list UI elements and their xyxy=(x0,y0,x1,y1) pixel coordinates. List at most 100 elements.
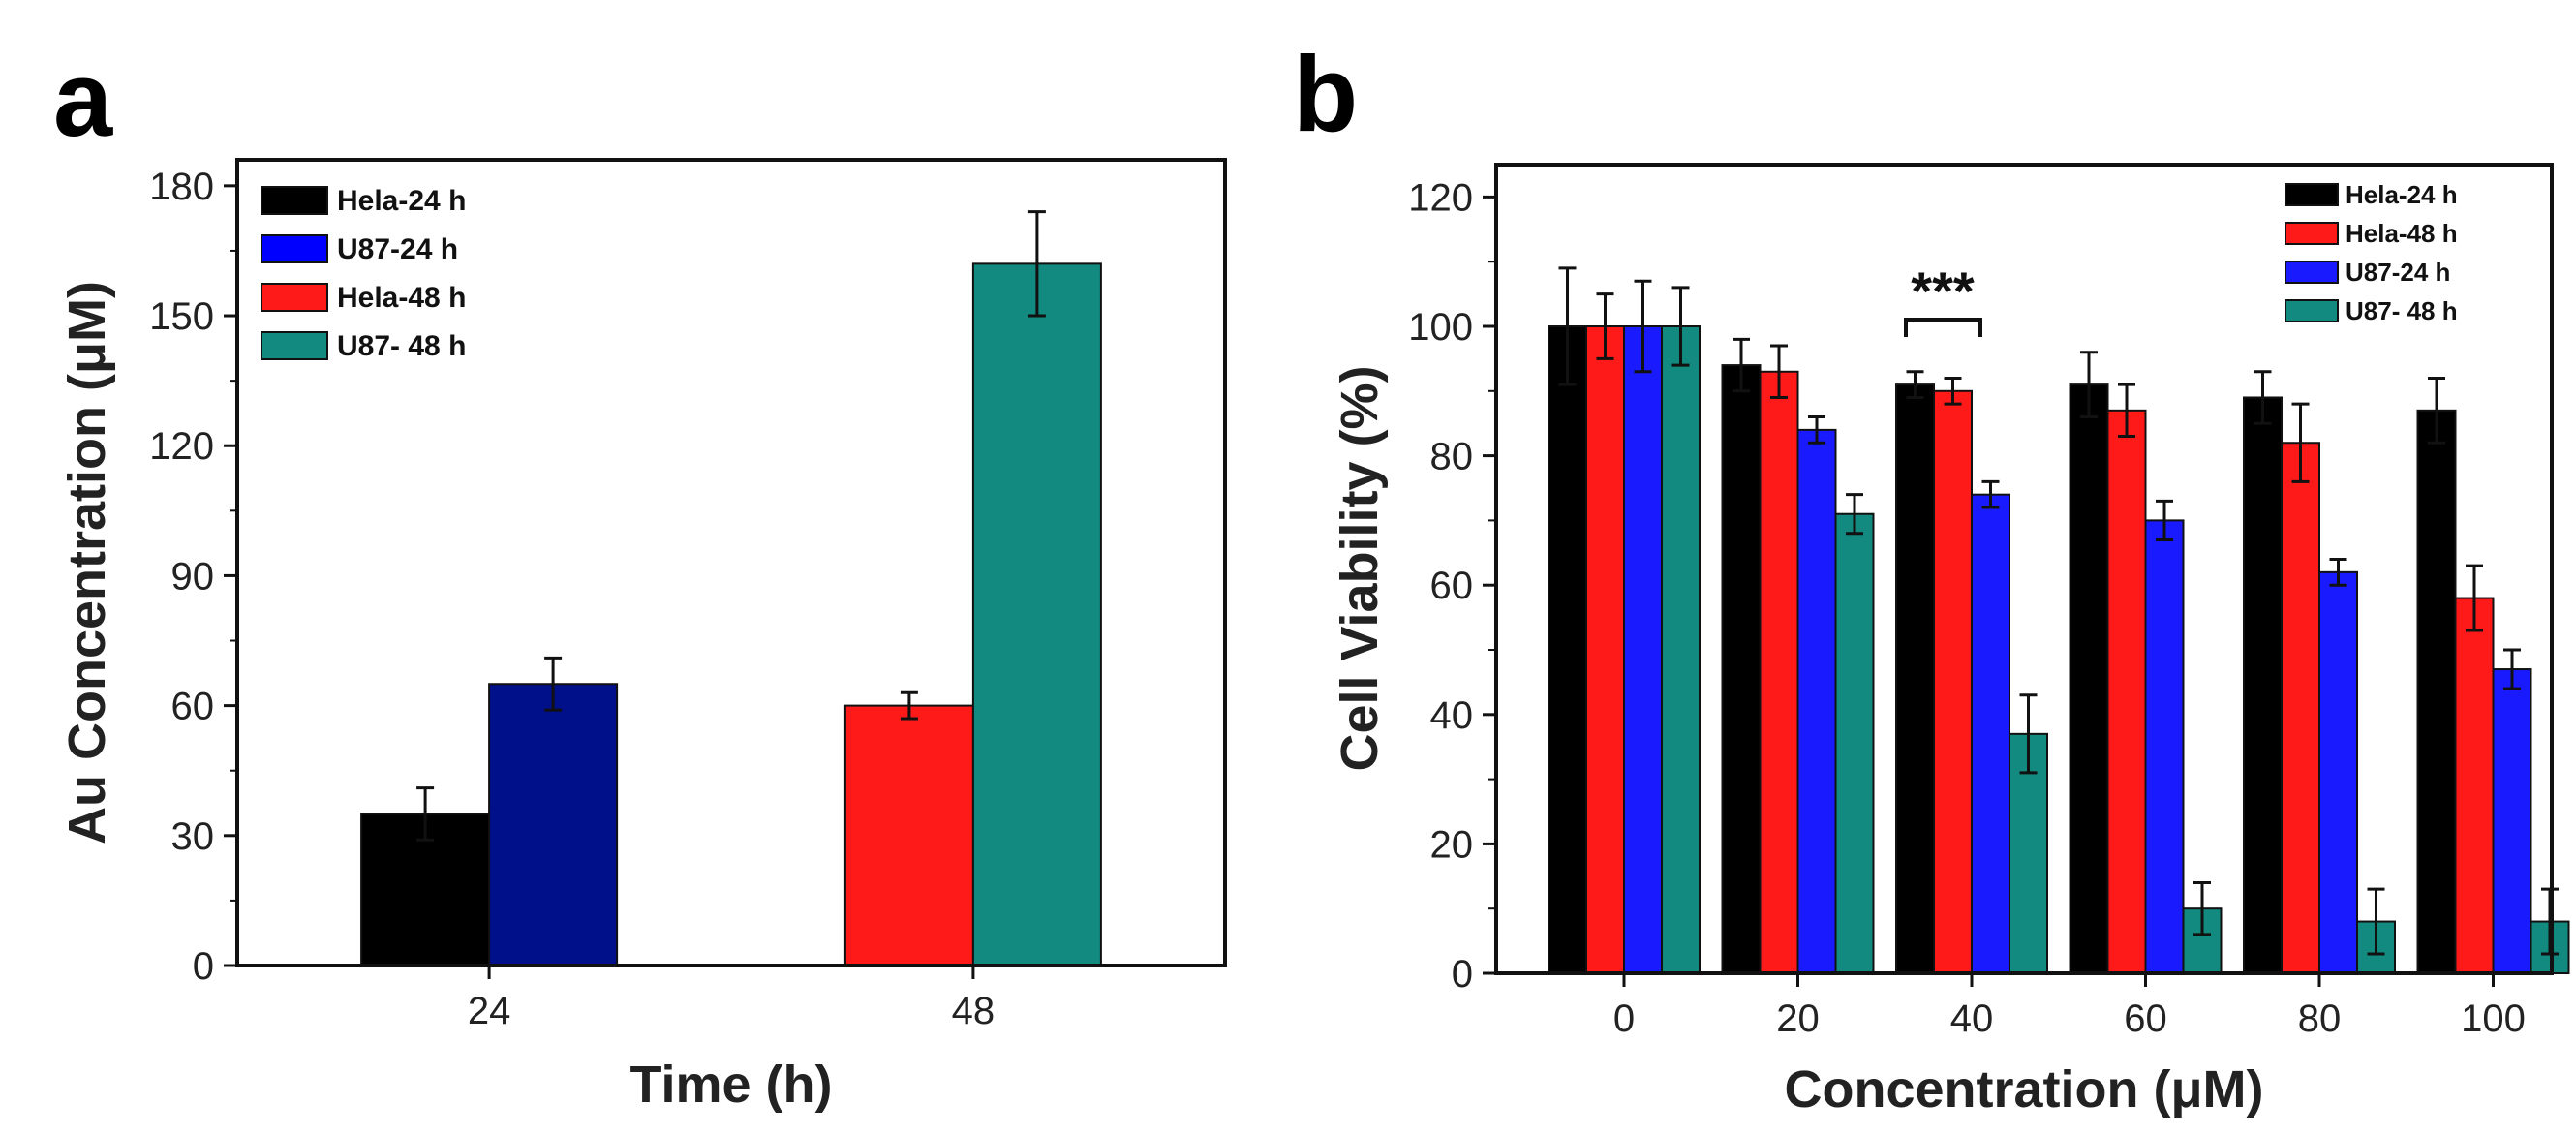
error-bar-hela-48-h-60 xyxy=(2118,383,2135,439)
panel-b-plot-frame xyxy=(1494,163,2554,975)
panel-a-x-axis-title: Time (h) xyxy=(629,1056,832,1114)
y-tick-120: 120 xyxy=(1408,176,1496,219)
significance-bracket xyxy=(1904,318,1982,337)
legend-swatch xyxy=(261,331,328,360)
bar-u87-48-h-48 xyxy=(971,262,1102,966)
panel-b-x-axis-title: Concentration (μM) xyxy=(1785,1060,2264,1119)
y-tick-20: 20 xyxy=(1430,823,1496,866)
x-tick-20: 20 xyxy=(1776,973,1820,1040)
y-tick-80: 80 xyxy=(1430,436,1496,478)
bar-hela-48-h-40 xyxy=(1933,389,1973,974)
x-tick-label: 100 xyxy=(2461,997,2526,1040)
bar-u87-24-h-20 xyxy=(1796,428,1837,974)
x-tick-24: 24 xyxy=(468,966,511,1032)
y-tick-180: 180 xyxy=(149,166,237,208)
panel-b-x-axis: 0 20 40 60 80 100 xyxy=(1613,973,2526,1040)
y-tick-60: 60 xyxy=(171,686,237,728)
y-tick-label: 100 xyxy=(1408,306,1473,349)
error-bar-u87-24-h-0 xyxy=(1634,279,1652,374)
x-tick-label: 20 xyxy=(1776,997,1820,1040)
y-tick-90: 90 xyxy=(171,555,237,598)
bar-u87-24-h-0 xyxy=(1623,325,1663,974)
x-tick-label: 48 xyxy=(952,990,996,1032)
bar-hela-48-h-0 xyxy=(1585,325,1625,974)
x-tick-40: 40 xyxy=(1950,973,1994,1040)
y-tick-0: 0 xyxy=(1452,953,1496,996)
legend-label: Hela-48 h xyxy=(337,282,466,314)
legend-swatch xyxy=(2285,299,2339,322)
y-tick-label: 60 xyxy=(1430,565,1474,607)
bar-u87-48-h-0 xyxy=(1661,325,1701,974)
error-bar-u87-48-h-60 xyxy=(2193,880,2211,936)
legend-item-hela-48-h: Hela-48 h xyxy=(261,282,466,314)
bar-hela-48-h-80 xyxy=(2281,442,2320,974)
legend-label: U87- 48 h xyxy=(2346,296,2458,325)
y-tick-label: 90 xyxy=(171,555,215,598)
error-bar-hela-48-h-20 xyxy=(1770,344,1788,399)
significance-stars: *** xyxy=(1911,261,1975,322)
legend-swatch xyxy=(2285,222,2339,245)
error-bar-hela-24-h-40 xyxy=(1906,370,1924,399)
error-bar-u87-24-h-40 xyxy=(1981,479,2000,509)
legend-item-u87-24-h: U87-24 h xyxy=(261,233,458,265)
legend-swatch xyxy=(261,234,328,263)
y-tick-label: 60 xyxy=(171,686,215,728)
error-bar-hela-48-h-80 xyxy=(2291,402,2310,483)
y-tick-label: 120 xyxy=(1408,176,1473,219)
legend-label: Hela-24 h xyxy=(2346,180,2458,209)
legend-swatch xyxy=(261,283,328,312)
y-tick-60: 60 xyxy=(1430,565,1496,607)
error-bar-hela-24-h-100 xyxy=(2428,376,2445,445)
panel-b-bars xyxy=(1548,325,2570,975)
bar-hela-24-h-20 xyxy=(1721,364,1762,974)
y-tick-label: 40 xyxy=(1430,694,1474,737)
y-tick-label: 80 xyxy=(1430,436,1474,478)
y-tick-100: 100 xyxy=(1408,306,1496,349)
panel-a-bars xyxy=(360,262,1102,966)
bar-hela-24-h-40 xyxy=(1895,383,1935,974)
error-bar-u87-24-h-100 xyxy=(2503,648,2521,690)
bar-hela-48-h-100 xyxy=(2454,597,2495,974)
error-bar-u87-24-h-60 xyxy=(2156,499,2173,541)
panel-b-y-axis: 0 20 40 60 80 100 120 xyxy=(1408,176,1496,996)
panel-b-error-bars xyxy=(1558,266,2559,956)
error-bar-u87-48-h-48 xyxy=(1027,210,1046,318)
error-bar-hela-24-h-24 xyxy=(416,786,435,842)
y-tick-0: 0 xyxy=(193,945,237,988)
panel-a-error-bars xyxy=(416,210,1046,842)
bar-u87-24-h-24 xyxy=(488,683,619,966)
y-tick-label: 30 xyxy=(171,815,215,858)
legend-swatch xyxy=(2285,183,2339,206)
panel-a-chart: 0 30 60 90 120 150 180 24 48 Time (h) Au Concen… xyxy=(58,158,1227,1114)
x-tick-label: 24 xyxy=(468,990,511,1032)
y-tick-40: 40 xyxy=(1430,694,1496,737)
legend-item-u87-48-h: U87- 48 h xyxy=(261,330,466,362)
x-tick-label: 40 xyxy=(1950,997,1994,1040)
panel-a-legend: Hela-24 h U87-24 h Hela-48 h U87- 48 h xyxy=(261,185,466,362)
x-tick-80: 80 xyxy=(2298,973,2341,1040)
error-bar-hela-48-h-100 xyxy=(2466,564,2483,632)
error-bar-hela-48-h-0 xyxy=(1596,292,1614,360)
panel-a-plot-frame xyxy=(235,158,1227,967)
error-bar-hela-48-h-40 xyxy=(1944,376,1962,406)
y-tick-120: 120 xyxy=(149,425,237,468)
legend-item-hela-24-h: Hela-24 h xyxy=(2285,180,2458,209)
x-tick-label: 0 xyxy=(1613,997,1635,1040)
panel-b-y-axis-title: Cell Viability (%) xyxy=(1331,365,1389,771)
panel-b-chart: 0 20 40 60 80 100 120 0 20 40 60 80 100 Concentrati… xyxy=(1331,163,2570,1119)
bar-hela-24-h-80 xyxy=(2243,396,2283,975)
legend-swatch xyxy=(2285,261,2339,284)
legend-label: U87-24 h xyxy=(337,233,458,265)
y-tick-label: 0 xyxy=(193,945,214,988)
bar-u87-24-h-40 xyxy=(1971,493,2010,974)
y-tick-label: 0 xyxy=(1452,953,1473,996)
legend-item-hela-48-h: Hela-48 h xyxy=(2285,219,2458,248)
bar-hela-24-h-100 xyxy=(2416,409,2457,974)
bar-u87-48-h-20 xyxy=(1834,512,1875,974)
error-bar-u87-24-h-20 xyxy=(1808,415,1825,445)
error-bar-u87-48-h-20 xyxy=(1846,493,1863,536)
panel-a-x-axis: 24 48 xyxy=(468,966,995,1032)
bar-u87-24-h-60 xyxy=(2144,519,2185,975)
error-bar-u87-48-h-80 xyxy=(2367,887,2385,956)
